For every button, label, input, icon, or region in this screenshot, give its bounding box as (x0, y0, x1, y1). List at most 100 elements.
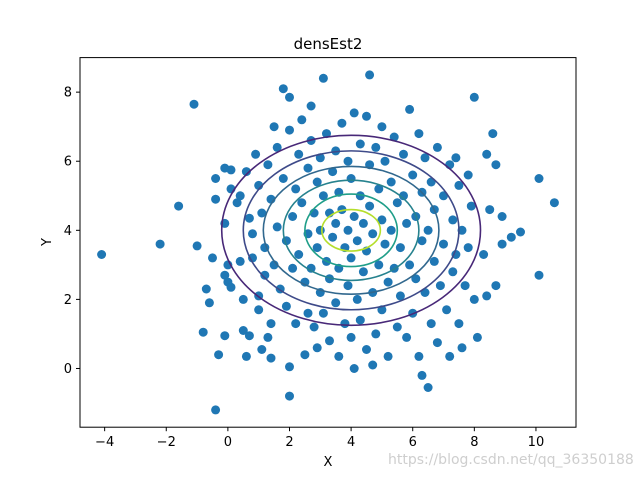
scatter-point-140 (386, 225, 396, 235)
scatter-point-161 (417, 370, 427, 380)
scatter-point-72 (306, 101, 316, 111)
scatter-point-167 (426, 319, 436, 329)
scatter-point-61 (291, 184, 301, 194)
x-tick-label: 4 (347, 435, 355, 450)
scatter-point-28 (241, 351, 251, 361)
scatter-point-37 (257, 208, 267, 218)
scatter-point-46 (269, 122, 279, 132)
scatter-point-64 (294, 250, 304, 259)
scatter-point-145 (395, 243, 405, 253)
scatter-point-156 (411, 274, 421, 284)
scatter-point-59 (288, 212, 298, 221)
scatter-point-164 (423, 225, 433, 235)
contour-level-3 (282, 179, 420, 282)
scatter-point-68 (300, 350, 310, 360)
scatter-point-24 (235, 256, 245, 266)
scatter-point-103 (343, 156, 353, 166)
scatter-point-94 (331, 218, 341, 228)
scatter-point-192 (472, 332, 482, 342)
scatter-point-203 (516, 227, 525, 237)
scatter-point-22 (232, 198, 242, 208)
scatter-point-135 (380, 156, 390, 166)
scatter-point-170 (432, 142, 442, 152)
scatter-point-45 (266, 353, 276, 363)
scatter-point-5 (198, 327, 208, 337)
scatter-point-128 (371, 142, 381, 152)
scatter-point-178 (448, 215, 458, 225)
scatter-point-199 (491, 281, 501, 291)
scatter-point-15 (220, 270, 230, 280)
scatter-point-10 (211, 194, 221, 204)
scatter-point-42 (263, 332, 273, 342)
contour-level-5 (321, 208, 382, 252)
scatter-point-26 (238, 326, 248, 335)
scatter-point-127 (368, 360, 378, 370)
scatter-point-171 (432, 338, 442, 348)
scatter-point-77 (312, 177, 322, 187)
scatter-point-51 (278, 84, 288, 94)
scatter-point-121 (362, 345, 371, 354)
scatter-point-25 (238, 294, 248, 304)
scatter-point-79 (312, 343, 322, 353)
chart-title: densEst2 (294, 35, 363, 53)
scatter-point-54 (281, 301, 291, 311)
scatter-point-160 (417, 236, 427, 246)
scatter-point-33 (251, 149, 261, 159)
y-tick-label: 8 (64, 86, 72, 101)
scatter-point-23 (235, 191, 245, 201)
scatter-point-148 (399, 191, 408, 201)
scatter-point-71 (303, 308, 313, 318)
scatter-point-162 (420, 153, 430, 163)
scatter-point-8 (208, 253, 217, 263)
y-tick-label: 2 (64, 293, 72, 308)
x-tick-label: 6 (409, 435, 417, 450)
scatter-point-31 (248, 229, 257, 239)
scatter-point-83 (318, 73, 328, 83)
scatter-point-29 (244, 213, 254, 223)
scatter-point-58 (285, 391, 294, 401)
contour-level-0 (220, 134, 482, 327)
scatter-point-85 (318, 308, 328, 318)
scatter-point-182 (454, 180, 464, 190)
scatter-point-16 (220, 331, 230, 341)
scatter-point-52 (278, 174, 288, 183)
x-tick-label: −4 (95, 435, 114, 450)
y-axis-label: Y (40, 238, 55, 247)
scatter-point-124 (365, 201, 375, 211)
scatter-point-27 (241, 167, 251, 177)
scatter-point-125 (368, 229, 378, 239)
scatter-point-133 (377, 215, 387, 225)
scatter-point-185 (457, 343, 467, 353)
scatter-point-36 (254, 305, 264, 315)
scatter-point-104 (343, 225, 353, 235)
scatter-point-187 (463, 170, 473, 180)
scatter-point-118 (358, 267, 368, 277)
scatter-point-11 (211, 405, 221, 415)
scatter-point-112 (352, 236, 362, 246)
scatter-point-55 (285, 92, 294, 102)
scatter-point-147 (399, 149, 408, 159)
scatter-point-32 (248, 253, 257, 263)
scatter-point-184 (457, 225, 467, 235)
scatter-point-188 (463, 243, 473, 253)
scatter-point-205 (534, 270, 544, 280)
scatter-point-1 (155, 239, 165, 249)
scatter-point-150 (402, 332, 412, 342)
scatter-point-115 (355, 191, 365, 201)
scatter-point-9 (211, 174, 221, 183)
scatter-point-57 (285, 362, 294, 372)
scatter-point-84 (318, 191, 328, 201)
scatter-point-7 (204, 298, 214, 308)
scatter-point-202 (506, 232, 516, 242)
scatter-point-44 (266, 319, 276, 329)
scatter-point-78 (312, 243, 322, 253)
scatter-point-131 (374, 260, 384, 270)
scatter-point-0 (97, 250, 107, 259)
scatter-point-91 (328, 167, 338, 177)
y-axis-ticks: 0 2 4 6 8 (64, 86, 80, 377)
scatter-point-41 (263, 160, 273, 170)
scatter-point-136 (380, 239, 390, 249)
scatter-point-137 (383, 277, 393, 287)
scatter-point-180 (451, 153, 461, 163)
